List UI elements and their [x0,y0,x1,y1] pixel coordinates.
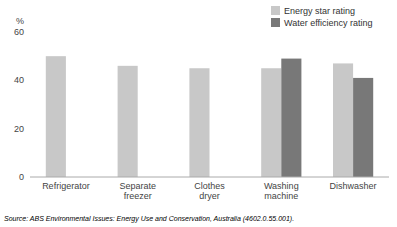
y-tick-label: 40 [14,75,24,85]
bar [189,68,209,177]
y-axis-label: % [16,16,24,26]
bar [261,68,281,177]
y-tick-label: 20 [14,124,24,134]
x-tick-label: Washingmachine [264,181,299,201]
x-tick-label: Separatefreezer [119,181,156,201]
x-tick-label: Clothesdryer [194,181,225,201]
legend-label: Energy star rating [284,6,355,16]
legend: Energy star rating Water efficiency ratin… [271,6,373,28]
bar [281,59,301,177]
x-tick-label: Dishwasher [330,181,377,191]
chart: 0 20 40 60% Refrigerator Separatefreezer Cloth… [0,0,397,227]
bar [353,78,373,177]
bar [46,56,66,177]
bar [118,66,138,177]
y-tick-label: 0 [19,172,24,182]
source-note: Source: ABS Environmental Issues: Energy… [4,215,294,223]
x-tick-label: Refrigerator [42,181,90,191]
x-axis-line [30,177,389,178]
legend-swatch [271,18,280,27]
legend-label: Water efficiency rating [284,18,373,28]
bars [46,56,373,177]
legend-swatch [271,6,280,15]
bar [333,63,353,177]
y-tick-label: 60 [14,27,24,37]
